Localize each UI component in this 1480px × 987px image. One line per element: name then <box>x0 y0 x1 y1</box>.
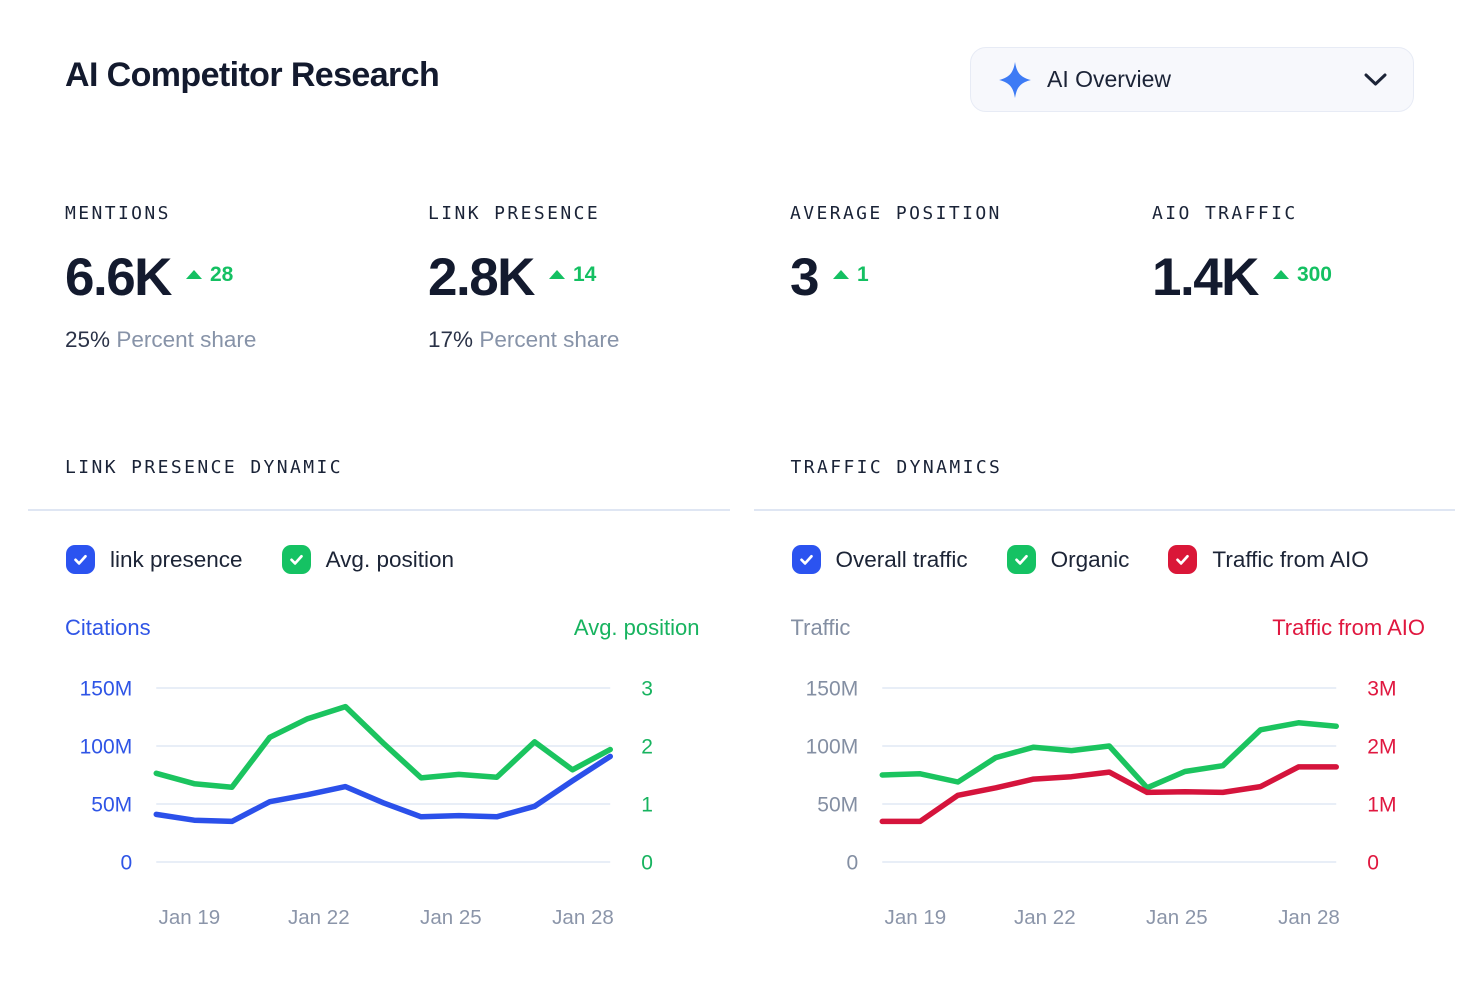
x-tick-label: Jan 19 <box>884 906 946 929</box>
checkbox-organic[interactable] <box>1006 545 1036 574</box>
x-tick-label: Jan 28 <box>1278 906 1340 929</box>
divider <box>753 509 1455 511</box>
x-tick-label: Jan 25 <box>1146 906 1208 929</box>
chevron-down-icon <box>1364 73 1387 86</box>
kpi-delta: 14 <box>548 263 596 287</box>
left-y-tick-label: 0 <box>121 852 133 875</box>
kpi-label: LINK PRESENCE <box>428 203 601 224</box>
left-y-tick-label: 50M <box>91 794 132 817</box>
Organic-line <box>879 720 1339 791</box>
right-y-tick-label: 1M <box>1367 794 1396 817</box>
ai-overview-select[interactable]: AI Overview <box>970 47 1414 112</box>
x-tick-label: Jan 28 <box>552 906 614 929</box>
checkbox-traffic-from-aio[interactable] <box>1168 545 1198 574</box>
link presence-line <box>153 753 614 825</box>
left-y-tick-label: 0 <box>846 852 858 875</box>
kpi-label: AIO TRAFFIC <box>1152 203 1298 224</box>
traffic-chart: 150M 3M 100M 2M 50M 1M 0 0 Jan 19 Jan 22 Jan 25 Jan… <box>805 678 1396 929</box>
left-axis-title: Citations <box>65 615 151 640</box>
kpi-delta: 300 <box>1272 263 1332 287</box>
legend-item-overall-traffic[interactable]: Overall traffic <box>791 545 968 574</box>
legend-label: Avg. position <box>325 546 454 572</box>
x-tick-label: Jan 22 <box>1013 906 1075 929</box>
section-title: TRAFFIC DYNAMICS <box>790 457 1003 478</box>
kpi-share: 17% Percent share <box>428 326 620 352</box>
up-arrow-icon <box>548 270 565 280</box>
right-y-tick-label: 0 <box>641 852 653 875</box>
left-axis-title: Traffic <box>790 615 851 640</box>
checkmark-icon <box>1014 554 1028 565</box>
legend: Overall traffic Organic <box>791 545 1369 574</box>
legend-item-link-presence[interactable]: link presence <box>66 545 243 574</box>
up-arrow-icon <box>1272 270 1289 280</box>
checkbox-link-presence[interactable] <box>66 545 95 574</box>
legend-label: Traffic from AIO <box>1212 546 1369 572</box>
kpi-mentions: MENTIONS 6.6K 28 25% Percent share <box>65 203 428 353</box>
checkmark-icon <box>1176 554 1190 565</box>
kpi-delta: 1 <box>832 263 869 287</box>
kpi-average-position: AVERAGE POSITION 3 1 <box>790 203 1152 353</box>
kpi-share: 25% Percent share <box>65 326 257 352</box>
axis-titles: Citations Avg. position <box>65 615 700 641</box>
right-axis-title: Traffic from AIO <box>1272 615 1425 640</box>
left-y-tick-label: 50M <box>817 794 858 817</box>
up-arrow-icon <box>832 270 849 280</box>
left-y-tick-label: 100M <box>805 736 858 759</box>
legend: link presence Avg. position <box>66 545 454 574</box>
legend-item-avg-position[interactable]: Avg. position <box>281 545 454 574</box>
kpi-link-presence: LINK PRESENCE 2.8K 14 17% Percent share <box>428 203 790 353</box>
kpi-label: MENTIONS <box>65 203 171 224</box>
right-y-tick-label: 2 <box>641 736 653 759</box>
Avg. position-line <box>153 703 614 790</box>
legend-label: link presence <box>110 546 243 572</box>
checkmark-icon <box>74 554 87 565</box>
x-tick-label: Jan 25 <box>420 906 482 929</box>
link-presence-chart: 150M 3 100M 2 50M 1 0 0 Jan 19 Jan 22 Jan 25 Jan 28 <box>80 678 653 929</box>
kpi-value: 2.8K <box>428 248 535 307</box>
legend-item-organic[interactable]: Organic <box>1006 545 1130 574</box>
right-y-tick-label: 2M <box>1367 736 1396 759</box>
kpi-value: 6.6K <box>65 248 172 307</box>
kpi-value: 3 <box>790 248 819 307</box>
left-y-tick-label: 150M <box>805 678 858 701</box>
link-presence-dynamic-section: LINK PRESENCE DYNAMIC link presence <box>28 455 730 987</box>
up-arrow-icon <box>185 270 202 280</box>
sparkle-icon <box>999 61 1031 98</box>
traffic-dynamics-section: TRAFFIC DYNAMICS Overall traffic <box>753 455 1455 987</box>
kpi-value: 1.4K <box>1152 248 1259 307</box>
kpi-row: MENTIONS 6.6K 28 25% Percent share LINK … <box>65 203 1480 353</box>
right-axis-title: Avg. position <box>573 615 700 640</box>
kpi-delta: 28 <box>185 263 233 287</box>
chart-sections: LINK PRESENCE DYNAMIC link presence <box>28 455 1455 987</box>
page-title: AI Competitor Research <box>65 56 440 94</box>
legend-label: Organic <box>1050 546 1130 572</box>
kpi-aio-traffic: AIO TRAFFIC 1.4K 300 <box>1152 203 1480 353</box>
section-title: LINK PRESENCE DYNAMIC <box>65 457 343 478</box>
left-y-tick-label: 100M <box>80 736 133 759</box>
kpi-label: AVERAGE POSITION <box>790 203 1002 224</box>
checkbox-overall-traffic[interactable] <box>791 545 821 574</box>
ai-overview-label: AI Overview <box>1047 66 1171 92</box>
axis-titles: Traffic Traffic from AIO <box>791 615 1426 641</box>
checkmark-icon <box>799 554 813 565</box>
divider <box>28 509 730 511</box>
left-y-tick-label: 150M <box>80 678 133 701</box>
legend-item-traffic-from-aio[interactable]: Traffic from AIO <box>1168 545 1369 574</box>
right-y-tick-label: 1 <box>641 794 653 817</box>
right-y-tick-label: 3M <box>1367 678 1396 701</box>
right-y-tick-label: 3 <box>641 678 653 701</box>
right-y-tick-label: 0 <box>1367 852 1379 875</box>
checkbox-avg-position[interactable] <box>281 545 311 574</box>
legend-label: Overall traffic <box>835 546 968 572</box>
Traffic from AIO-line <box>879 764 1339 825</box>
x-tick-label: Jan 22 <box>288 906 350 929</box>
x-tick-label: Jan 19 <box>159 906 221 929</box>
checkmark-icon <box>289 554 303 565</box>
